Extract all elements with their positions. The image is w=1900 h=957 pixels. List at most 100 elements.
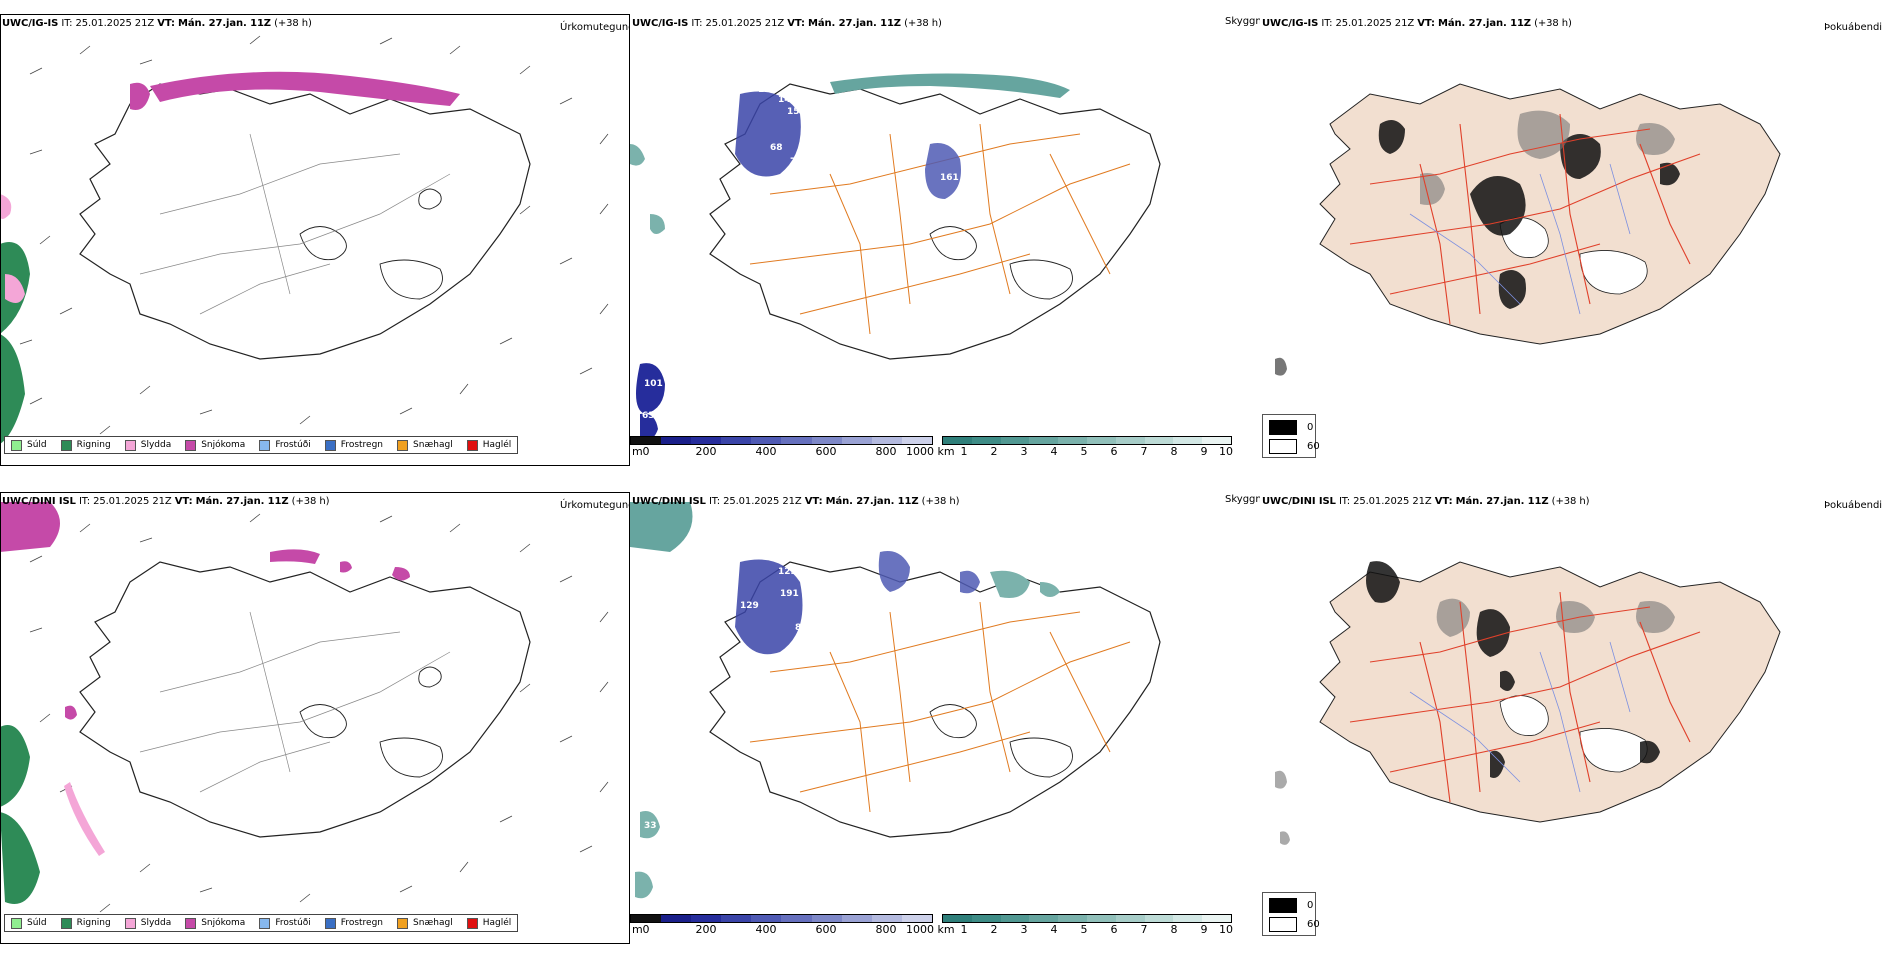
ceiling-label: 86	[800, 147, 813, 157]
fog-index-legend: 0 60	[1262, 892, 1320, 936]
legend-item: Haglél	[466, 917, 511, 929]
legend-swatch	[11, 917, 22, 929]
ceiling-value-labels: 129 145 159 68 86 74 161 101 63 57	[642, 85, 959, 421]
legend-item: Súld	[11, 439, 47, 451]
visibility-colorbar-cells	[942, 914, 1232, 923]
ceiling-colorbar: m 0 200 400 600 800 1000	[630, 914, 934, 936]
ceiling-label: 161	[940, 173, 959, 183]
ceiling-label: 129	[740, 601, 759, 611]
fog-index-map-bottom	[1275, 561, 1781, 845]
visibility-patch-edge	[630, 144, 665, 234]
legend-swatch	[259, 439, 271, 451]
legend-item: Snæhagl	[397, 439, 453, 451]
glaciers-outline	[929, 226, 1073, 300]
legend-swatch	[466, 917, 478, 929]
glaciers-outline	[299, 666, 443, 778]
roads-grey	[139, 133, 451, 315]
panel-title: Skyggni	[1225, 16, 1260, 27]
sleet-patch-edge	[0, 194, 25, 303]
panel-title: Úrkomutegund	[560, 500, 630, 511]
legend-item: 60	[1269, 439, 1320, 454]
glaciers-outline	[929, 704, 1073, 778]
snow-patch-nw	[0, 502, 60, 552]
ceiling-label: 145	[778, 95, 797, 105]
roads-orange	[749, 601, 1131, 813]
low-ceiling-east	[925, 143, 961, 199]
ceiling-label: 63	[642, 411, 655, 421]
rivers-blue	[1409, 163, 1631, 315]
ceiling-label: 57	[705, 237, 718, 247]
visibility-panel-top: 129 145 159 68 86 74 161 101 63 57 Skygg…	[630, 14, 1260, 479]
ceiling-colorbar-cells	[630, 914, 933, 923]
legend-swatch	[324, 917, 336, 929]
legend-item: Frostregn	[324, 439, 383, 451]
iceland-coastline	[709, 561, 1161, 838]
panel-header: UWC/IG-IS IT: 25.01.2025 21Z VT: Mán. 27…	[2, 18, 312, 29]
visibility-panel-header-top: UWC/IG-IS IT: 25.01.2025 21Z VT: Mán. 27…	[632, 18, 942, 29]
snow-patch-north	[270, 549, 410, 581]
visibility-colorbar-ticks: km 1 2 3 4 5 6 7 8 9 10	[937, 923, 1233, 936]
visibility-panel-bottom: 125 191 129 86 20 33 Skyggni m 0 200 400…	[630, 492, 1260, 957]
fog-index-legend: 0 60	[1262, 414, 1320, 458]
legend-swatch	[397, 439, 409, 451]
ceiling-colorbar-ticks: m 0 200 400 600 800 1000	[632, 923, 934, 936]
precip-type-legend: Súld Rigning Slydda Snjókoma Frostúði Fr…	[4, 436, 519, 454]
ceiling-label: 159	[787, 107, 806, 117]
visibility-colorbar-ticks: km 1 2 3 4 5 6 7 8 9 10	[937, 445, 1233, 458]
visibility-colorbar-cells	[942, 436, 1232, 445]
legend-swatch	[185, 439, 197, 451]
visibility-panel-header-bottom: UWC/DINI ISL IT: 25.01.2025 21Z VT: Mán.…	[632, 496, 960, 507]
legend-item: Frostregn	[324, 917, 383, 929]
visibility-band-north	[830, 73, 1070, 98]
iceland-land-fill	[1319, 561, 1781, 823]
legend-item: Snjókoma	[185, 439, 245, 451]
rain-patch-edge	[0, 242, 30, 444]
legend-item: Frostúði	[259, 439, 311, 451]
wind-barbs	[29, 513, 609, 913]
legend-swatch	[124, 917, 136, 929]
legend-swatch	[1269, 439, 1297, 454]
fog-panel-header-bottom: UWC/DINI ISL IT: 25.01.2025 21Z VT: Mán.…	[1262, 496, 1590, 507]
roads-red	[1349, 113, 1701, 325]
legend-swatch	[466, 439, 478, 451]
roads-red	[1349, 591, 1701, 803]
legend-swatch	[1269, 898, 1297, 913]
legend-item: Rigning	[60, 439, 111, 451]
ceiling-label: 20	[700, 713, 713, 723]
fog-panel-header-top: UWC/IG-IS IT: 25.01.2025 21Z VT: Mán. 27…	[1262, 18, 1572, 29]
ceiling-colorbar-ticks: m 0 200 400 600 800 1000	[632, 445, 934, 458]
glacier-white	[1499, 217, 1648, 295]
fog-grey-patches	[1420, 110, 1675, 205]
visibility-map-top: 129 145 159 68 86 74 161 101 63 57	[630, 73, 1161, 441]
legend-item: Slydda	[124, 439, 171, 451]
fog-offshore	[1275, 357, 1287, 376]
sleet-patch-edge	[64, 782, 105, 856]
ceiling-label: 125	[778, 567, 797, 577]
snow-patch-west	[130, 82, 150, 110]
legend-item: 0	[1269, 420, 1313, 435]
precip-type-panel-bottom: UWC/DINI ISL IT: 25.01.2025 21Z VT: Mán.…	[0, 492, 630, 957]
low-ceiling-north	[878, 551, 980, 594]
precip-type-map-top	[0, 35, 609, 444]
fog-index-panel-top: Þokuábendi 0 60	[1260, 14, 1890, 479]
snow-band-north	[150, 71, 460, 106]
ceiling-label: 101	[644, 379, 663, 389]
ceiling-value-labels: 125 191 129 86 20 33	[644, 567, 808, 831]
precip-type-legend: Súld Rigning Slydda Snjókoma Frostúði Fr…	[4, 914, 519, 932]
precip-type-panel-top: UWC/IG-IS IT: 25.01.2025 21Z VT: Mán. 27…	[0, 14, 630, 479]
visibility-map-bottom: 125 191 129 86 20 33	[630, 502, 1161, 899]
legend-swatch	[60, 917, 72, 929]
ceiling-colorbar-cells	[630, 436, 933, 445]
ceiling-label: 86	[795, 623, 808, 633]
fog-index-map-top	[1275, 83, 1781, 376]
panel-title: Úrkomutegund	[560, 22, 630, 33]
ceiling-label: 74	[790, 157, 803, 167]
legend-swatch	[324, 439, 336, 451]
legend-item: 0	[1269, 898, 1313, 913]
ceiling-label: 33	[644, 821, 657, 831]
iceland-coastline	[79, 83, 531, 360]
legend-swatch	[60, 439, 72, 451]
legend-swatch	[185, 917, 197, 929]
legend-item: Snæhagl	[397, 917, 453, 929]
legend-item: Súld	[11, 917, 47, 929]
